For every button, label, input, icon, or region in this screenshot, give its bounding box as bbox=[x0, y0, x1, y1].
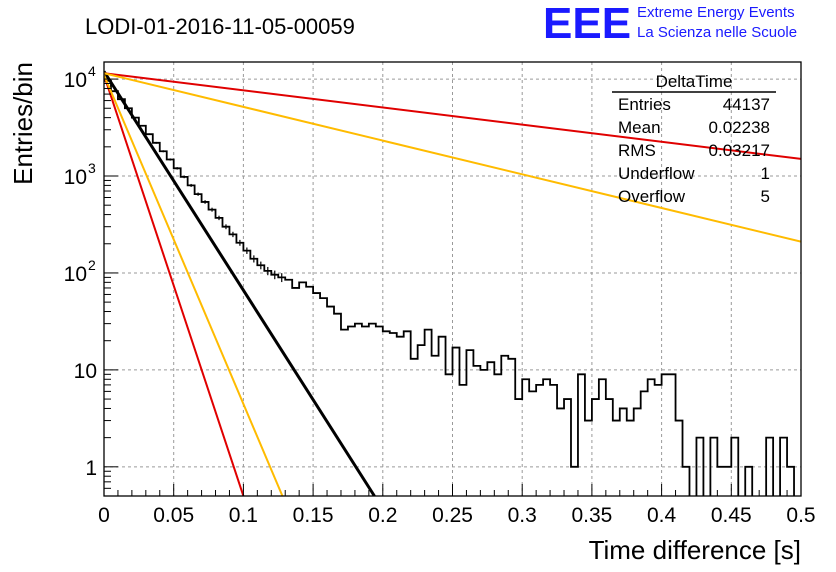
red-curve bbox=[104, 74, 245, 496]
x-tick-label: 0.2 bbox=[368, 504, 397, 527]
stats-row-label: RMS bbox=[618, 141, 656, 160]
x-tick-label: 0.3 bbox=[508, 504, 537, 527]
y-tick-exponent: 3 bbox=[88, 160, 96, 176]
fit-curve bbox=[104, 70, 376, 496]
stats-rows: Entries 44137 Mean 0.02238 RMS 0.03217 Underfl… bbox=[618, 95, 770, 206]
y-tick-label: 10 bbox=[64, 69, 87, 92]
stats-row-label: Overflow bbox=[618, 187, 686, 206]
x-axis-label: Time difference [s] bbox=[589, 535, 801, 565]
chart-title: LODI-01-2016-11-05-00059 bbox=[85, 14, 355, 39]
plot-area bbox=[104, 70, 801, 496]
y-axis-label: Entries/bin bbox=[8, 62, 38, 185]
y-tick-exponent: 2 bbox=[88, 257, 96, 273]
stats-row-value: 0.03217 bbox=[709, 141, 770, 160]
x-tick-label: 0.45 bbox=[711, 504, 752, 527]
x-tick-label: 0.25 bbox=[432, 504, 473, 527]
stats-row-label: Entries bbox=[618, 95, 671, 114]
x-tick-label: 0.5 bbox=[786, 504, 815, 527]
y-tick-label: 1 bbox=[85, 457, 97, 480]
histogram-outline bbox=[104, 79, 795, 496]
x-tick-label: 0.05 bbox=[153, 504, 194, 527]
y-tick-label: 10 bbox=[74, 360, 97, 383]
stats-box-title: DeltaTime bbox=[656, 72, 733, 91]
stats-box: DeltaTime Entries 44137 Mean 0.02238 RMS 0.03… bbox=[612, 72, 776, 206]
y-tick-label: 10 bbox=[64, 166, 87, 189]
stats-row-value: 1 bbox=[761, 164, 770, 183]
histogram-layer bbox=[104, 79, 795, 496]
x-tick-label: 0.15 bbox=[293, 504, 334, 527]
x-tick-label: 0.35 bbox=[571, 504, 612, 527]
x-tick-label: 0.1 bbox=[229, 504, 258, 527]
stats-row-value: 44137 bbox=[723, 95, 770, 114]
stats-row-label: Underflow bbox=[618, 164, 695, 183]
logo-line2: La Scienza nelle Scuole bbox=[637, 24, 797, 41]
y-tick-label: 10 bbox=[64, 263, 87, 286]
orange-curve bbox=[104, 74, 284, 496]
stats-row-value: 0.02238 bbox=[709, 118, 770, 137]
curves-layer bbox=[104, 70, 801, 496]
stats-row-label: Mean bbox=[618, 118, 661, 137]
orange-curve bbox=[104, 72, 801, 243]
red-curve bbox=[104, 72, 801, 160]
stats-row-value: 5 bbox=[761, 187, 770, 206]
logo-eee-text: EEE bbox=[543, 0, 631, 48]
y-tick-exponent: 4 bbox=[88, 63, 96, 79]
x-tick-label: 0.4 bbox=[647, 504, 677, 527]
eee-logo: EEE Extreme Energy Events La Scienza nel… bbox=[543, 0, 797, 48]
x-axis: 0 0.05 0.1 0.15 0.2 0.25 0.3 0.35 0.4 0.45 0.5 bbox=[98, 484, 816, 527]
logo-line1: Extreme Energy Events bbox=[637, 4, 795, 21]
x-tick-label: 0 bbox=[98, 504, 110, 527]
